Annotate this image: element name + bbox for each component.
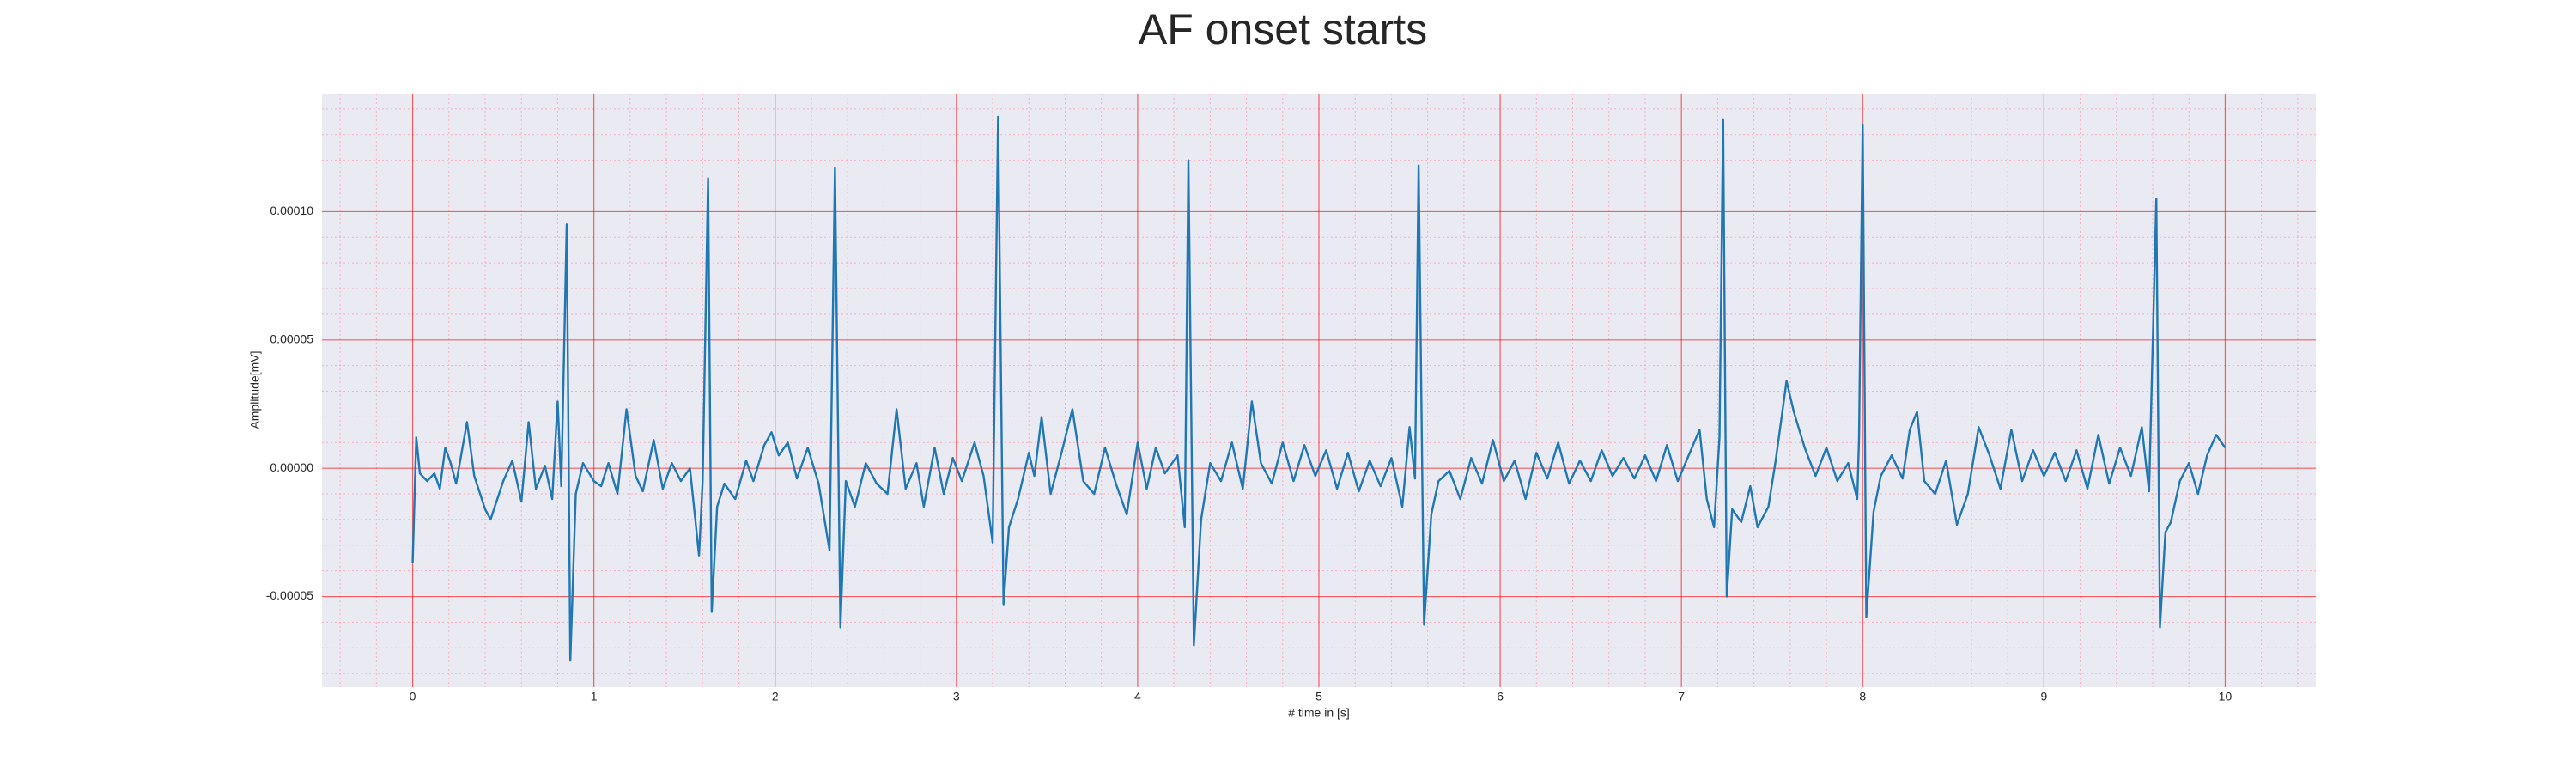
x-axis-label: # time in [s]	[1288, 706, 1350, 720]
x-tick-label: 2	[772, 690, 779, 703]
x-tick-label: 6	[1497, 690, 1504, 703]
x-tick-label: 0	[410, 690, 416, 703]
y-axis-label: Amplitude[mV]	[248, 350, 262, 429]
x-tick-label: 8	[1859, 690, 1866, 703]
y-tick-label: 0.00000	[270, 460, 313, 474]
x-tick-label: 3	[953, 690, 960, 703]
x-tick-label: 5	[1315, 690, 1322, 703]
y-tick-label: 0.00005	[270, 332, 313, 345]
y-tick-label: 0.00010	[270, 204, 313, 217]
x-tick-label: 10	[2219, 690, 2233, 703]
x-tick-label: 1	[591, 690, 598, 703]
signal-line	[411, 115, 2227, 662]
chart-title: AF onset starts	[1139, 5, 1427, 53]
y-tick-label: -0.00005	[266, 588, 313, 602]
x-tick-label: 7	[1678, 690, 1685, 703]
x-tick-label: 9	[2040, 690, 2047, 703]
x-tick-label: 4	[1134, 690, 1141, 703]
